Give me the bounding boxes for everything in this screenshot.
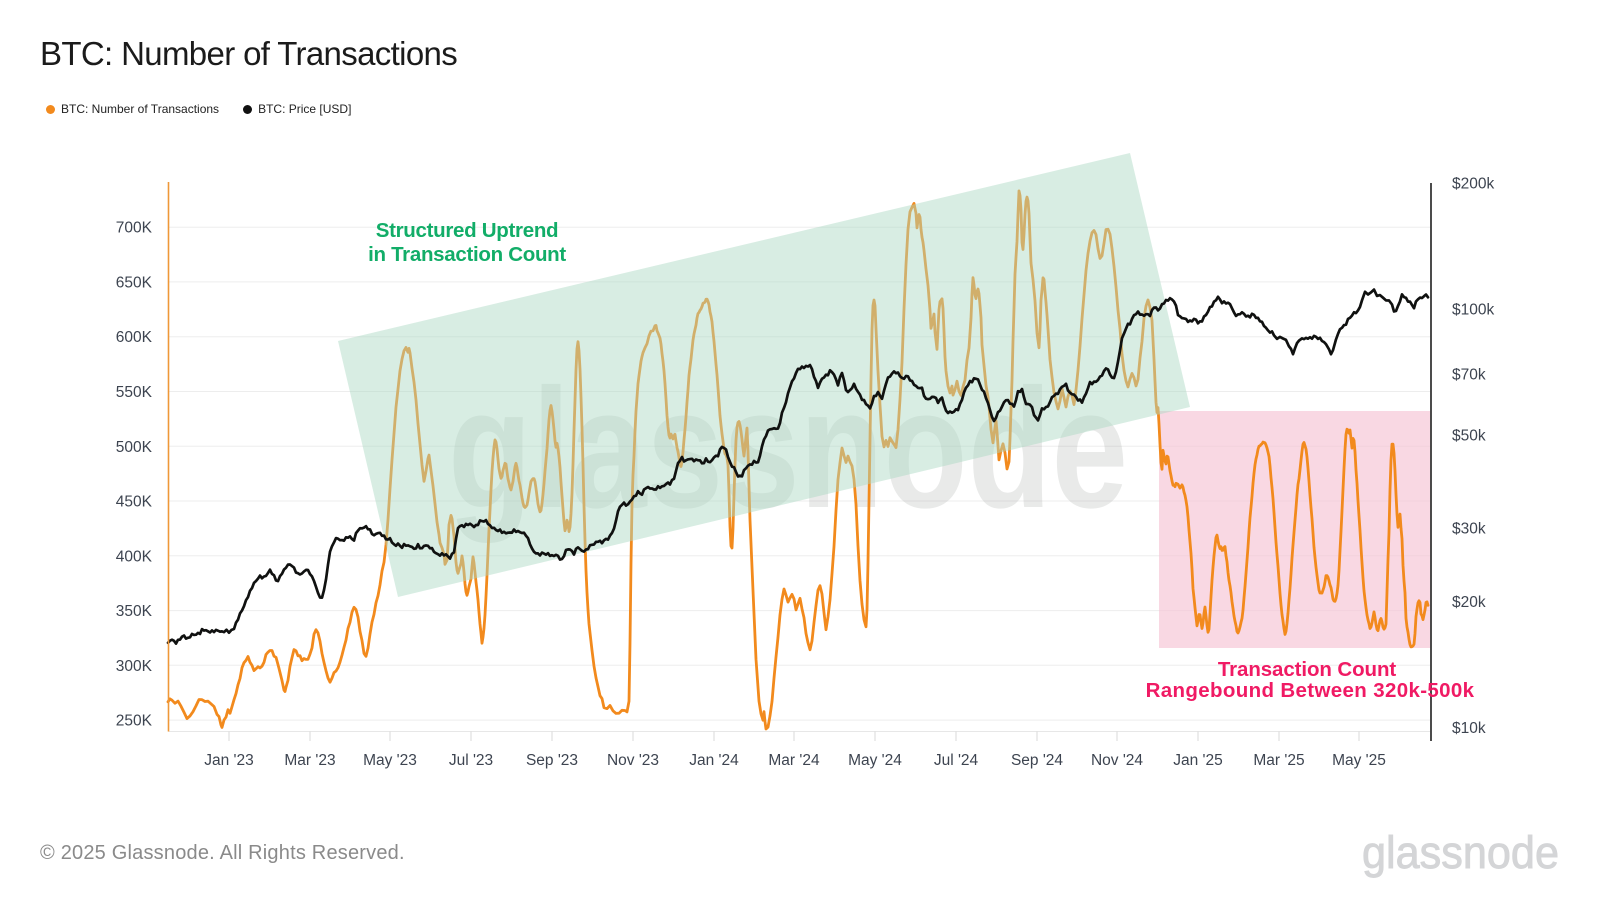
svg-text:$70k: $70k: [1452, 366, 1486, 383]
svg-text:Sep '24: Sep '24: [1011, 752, 1063, 769]
svg-text:300K: 300K: [116, 658, 153, 675]
svg-text:May '23: May '23: [363, 752, 417, 769]
svg-text:Mar '23: Mar '23: [284, 752, 335, 769]
svg-text:$20k: $20k: [1452, 594, 1486, 611]
svg-text:Transaction Count: Transaction Count: [1218, 658, 1397, 681]
svg-text:in Transaction Count: in Transaction Count: [368, 243, 566, 266]
svg-text:Sep '23: Sep '23: [526, 752, 578, 769]
svg-text:250K: 250K: [116, 713, 153, 730]
svg-text:Jan '24: Jan '24: [689, 752, 739, 769]
svg-text:700K: 700K: [116, 220, 153, 237]
svg-text:Jan '25: Jan '25: [1173, 752, 1223, 769]
svg-text:$30k: $30k: [1452, 520, 1486, 537]
svg-text:Structured Uptrend: Structured Uptrend: [376, 219, 559, 242]
svg-text:400K: 400K: [116, 548, 153, 565]
svg-text:350K: 350K: [116, 603, 153, 620]
svg-text:May '25: May '25: [1332, 752, 1386, 769]
svg-text:450K: 450K: [116, 494, 153, 511]
svg-text:$10k: $10k: [1452, 720, 1486, 737]
svg-text:May '24: May '24: [848, 752, 902, 769]
svg-text:650K: 650K: [116, 274, 153, 291]
svg-text:Jul '23: Jul '23: [449, 752, 493, 769]
svg-text:Nov '24: Nov '24: [1091, 752, 1143, 769]
svg-text:Rangebound Between 320k-500k: Rangebound Between 320k-500k: [1146, 679, 1475, 702]
svg-text:Jan '23: Jan '23: [204, 752, 254, 769]
svg-text:$200k: $200k: [1452, 176, 1494, 193]
svg-text:$100k: $100k: [1452, 302, 1494, 319]
svg-text:glassnode: glassnode: [448, 354, 1128, 544]
svg-text:Mar '25: Mar '25: [1253, 752, 1304, 769]
svg-text:Mar '24: Mar '24: [768, 752, 820, 769]
svg-text:Nov '23: Nov '23: [607, 752, 659, 769]
svg-text:550K: 550K: [116, 384, 153, 401]
svg-text:500K: 500K: [116, 439, 153, 456]
svg-text:600K: 600K: [116, 329, 153, 346]
svg-text:Jul '24: Jul '24: [934, 752, 979, 769]
svg-text:glassnode: glassnode: [1362, 827, 1559, 878]
svg-text:$50k: $50k: [1452, 428, 1486, 445]
